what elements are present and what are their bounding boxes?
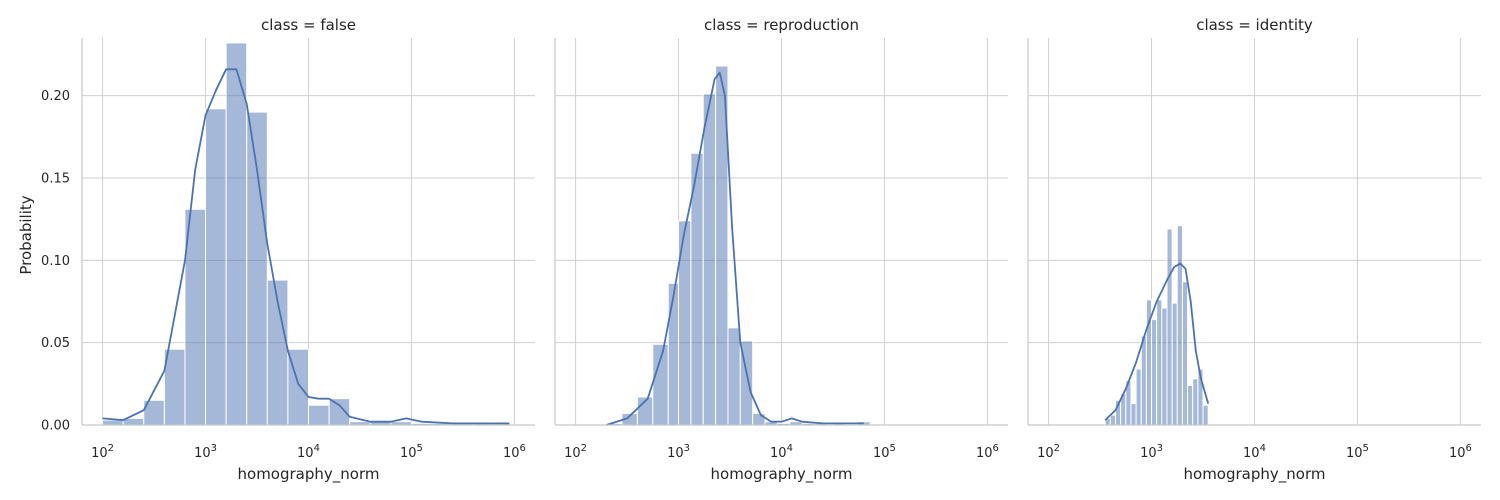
x-tick-label: 106 bbox=[1449, 443, 1472, 461]
panel-2: class = identity 102 103 104 105 106 homograph… bbox=[1027, 16, 1481, 484]
histogram-bar bbox=[702, 93, 717, 426]
kde-curve bbox=[102, 68, 510, 425]
histogram-bar bbox=[667, 282, 680, 426]
histogram-bar bbox=[1161, 307, 1168, 426]
x-axis-label: homography_norm bbox=[1184, 465, 1326, 484]
histogram-bar bbox=[1187, 384, 1194, 426]
x-tick-label: 102 bbox=[91, 443, 114, 461]
histogram-bar bbox=[328, 398, 351, 426]
x-tick-label: 106 bbox=[976, 443, 999, 461]
histogram-bar bbox=[1192, 378, 1199, 426]
x-tick-label: 103 bbox=[667, 443, 690, 461]
histogram-bar bbox=[727, 327, 741, 426]
x-tick-label: 103 bbox=[194, 443, 217, 461]
histogram-bar bbox=[1176, 225, 1183, 426]
histogram-bar bbox=[1166, 228, 1173, 426]
histogram-bar bbox=[246, 111, 268, 426]
histogram-bar bbox=[1181, 281, 1189, 426]
histogram-bar bbox=[1109, 414, 1117, 426]
histogram-bar bbox=[205, 108, 227, 426]
histogram-bar bbox=[225, 42, 248, 426]
x-tick-label: 105 bbox=[1346, 443, 1369, 461]
histogram-bar bbox=[1135, 368, 1142, 426]
x-tick-label: 103 bbox=[1140, 443, 1163, 461]
x-tick-label: 105 bbox=[873, 443, 896, 461]
histogram-bar bbox=[163, 348, 186, 426]
x-tick-label: 104 bbox=[1243, 443, 1266, 461]
y-tick-label: 0.05 bbox=[41, 336, 70, 351]
panel-0: class = false 102 103 104 105 106 homography_n… bbox=[41, 16, 535, 484]
histogram-bar bbox=[1140, 335, 1147, 426]
x-tick-label: 102 bbox=[1037, 443, 1060, 461]
y-axis-label: Probability bbox=[17, 195, 35, 274]
panel-title: class = reproduction bbox=[704, 16, 859, 34]
x-tick-label: 102 bbox=[564, 443, 587, 461]
y-tick-label: 0.20 bbox=[41, 89, 70, 104]
histogram-bar bbox=[184, 208, 207, 426]
kde-curve bbox=[606, 71, 864, 426]
histogram-bar bbox=[1130, 403, 1137, 426]
y-tick-label: 0.10 bbox=[41, 254, 70, 269]
histogram-bar bbox=[1151, 319, 1158, 426]
kde-curve bbox=[1104, 262, 1210, 421]
histogram-bar bbox=[752, 412, 766, 426]
x-axis-label: homography_norm bbox=[238, 465, 380, 484]
histogram-bar bbox=[1202, 404, 1209, 426]
x-tick-label: 104 bbox=[297, 443, 320, 461]
histogram-bar bbox=[1156, 299, 1163, 426]
panel-title: class = identity bbox=[1196, 16, 1313, 34]
histogram-bar bbox=[308, 404, 330, 426]
panel-title: class = false bbox=[261, 16, 356, 34]
panel-1: class = reproduction 102 103 104 105 106 homog… bbox=[554, 16, 1008, 484]
histogram-bar bbox=[1171, 302, 1178, 426]
y-tick-label: 0.15 bbox=[41, 171, 70, 186]
x-tick-label: 105 bbox=[400, 443, 423, 461]
x-tick-label: 106 bbox=[503, 443, 526, 461]
histogram-bar bbox=[102, 419, 124, 426]
x-tick-label: 104 bbox=[770, 443, 793, 461]
x-axis-label: homography_norm bbox=[711, 465, 853, 484]
y-tick-label: 0.00 bbox=[41, 419, 70, 434]
